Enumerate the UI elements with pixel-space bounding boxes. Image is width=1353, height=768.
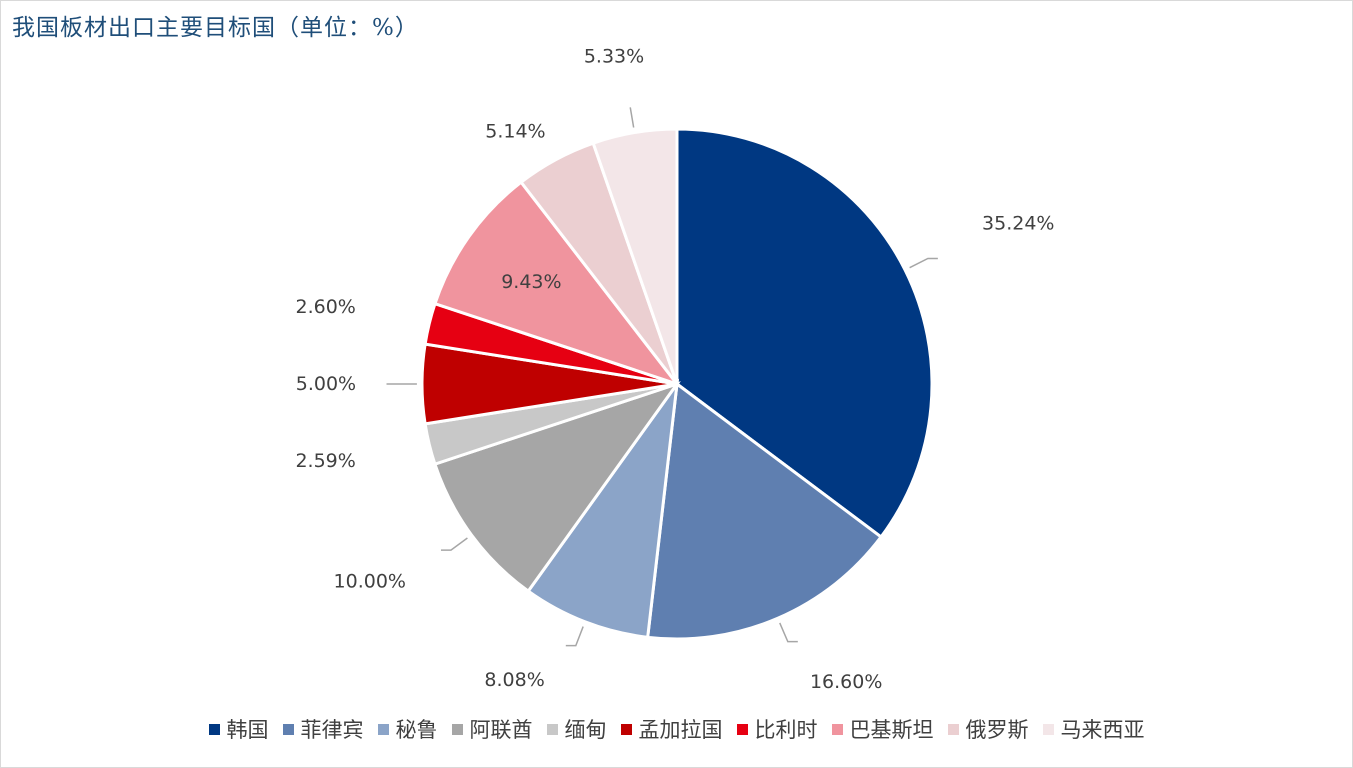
pie-slice-8 <box>433 180 682 387</box>
legend-label-6: 孟加拉国 <box>638 718 723 742</box>
pie-slices <box>420 127 934 641</box>
leader-line-3 <box>565 626 584 647</box>
legend-item-4: 阿联酋 <box>451 714 533 744</box>
pie-slice-1 <box>675 127 934 540</box>
legend-swatch-6 <box>620 723 632 735</box>
legend-label-10: 马来西亚 <box>1060 718 1145 742</box>
legend-label-4: 阿联酋 <box>469 718 533 742</box>
pie-slice-10 <box>591 127 679 385</box>
legend-label-1: 韩国 <box>226 718 269 742</box>
data-label-2: 16.60% <box>810 671 882 693</box>
legend-label-2: 菲律宾 <box>300 718 364 742</box>
legend-label-7: 比利时 <box>754 718 818 742</box>
legend-swatch-1 <box>208 723 220 735</box>
legend-swatch-4 <box>451 723 463 735</box>
legend-label-8: 巴基斯坦 <box>849 718 934 742</box>
legend-item-10: 马来西亚 <box>1042 714 1145 744</box>
legend-swatch-9 <box>947 723 959 735</box>
legend-label-9: 俄罗斯 <box>965 718 1029 742</box>
data-label-9: 5.14% <box>485 120 545 142</box>
pie-slice-2 <box>646 381 884 641</box>
leader-line-4 <box>440 537 468 551</box>
data-label-6: 5.00% <box>296 373 356 395</box>
legend-item-1: 韩国 <box>208 714 269 744</box>
data-label-1: 35.24% <box>982 212 1054 234</box>
data-label-7: 2.60% <box>296 296 356 318</box>
chart-title: 我国板材出口主要目标国（单位：%） <box>12 15 419 41</box>
legend-label-3: 秘鲁 <box>395 718 438 742</box>
leader-line-1 <box>909 257 938 269</box>
legend-swatch-7 <box>736 723 748 735</box>
pie-chart: 35.24% 16.60% 8.08% 10.00% 2.59% 5.00% 2.60% 9.… <box>295 45 1054 693</box>
legend-item-9: 俄罗斯 <box>947 714 1029 744</box>
data-label-10: 5.33% <box>584 45 644 67</box>
leader-line-10 <box>629 107 635 128</box>
legend-item-6: 孟加拉国 <box>620 714 723 744</box>
pie-slice-4 <box>433 381 681 594</box>
legend-item-8: 巴基斯坦 <box>831 714 934 744</box>
legend-item-5: 缅甸 <box>546 714 607 744</box>
legend-item-2: 菲律宾 <box>282 714 364 744</box>
legend-item-7: 比利时 <box>736 714 818 744</box>
leader-line-2 <box>779 622 798 643</box>
leader-lines <box>386 107 938 647</box>
data-label-3: 8.08% <box>484 669 544 691</box>
data-label-5: 2.59% <box>295 450 355 472</box>
data-label-8: 9.43% <box>501 271 561 293</box>
legend-swatch-3 <box>377 723 389 735</box>
legend-swatch-2 <box>282 723 294 735</box>
legend-label-5: 缅甸 <box>564 718 607 742</box>
data-label-4: 10.00% <box>334 570 406 592</box>
data-labels: 35.24% 16.60% 8.08% 10.00% 2.59% 5.00% 2.60% 9.… <box>295 45 1054 693</box>
legend-item-3: 秘鲁 <box>377 714 438 744</box>
legend-swatch-10 <box>1042 723 1054 735</box>
pie-slice-3 <box>526 378 680 639</box>
legend: 韩国 菲律宾 秘鲁 阿联酋 缅甸 孟加拉国 比利时 巴基斯坦 俄罗斯 马来西亚 <box>0 714 1353 744</box>
legend-swatch-5 <box>546 723 558 735</box>
legend-swatch-8 <box>831 723 843 735</box>
